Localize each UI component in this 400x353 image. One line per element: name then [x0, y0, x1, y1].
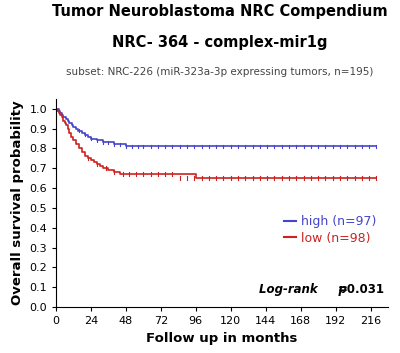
Text: Tumor Neuroblastoma NRC Compendium: Tumor Neuroblastoma NRC Compendium: [52, 4, 388, 18]
Text: Log-rank        p: Log-rank p: [259, 283, 346, 296]
Y-axis label: Overall survival probability: Overall survival probability: [11, 101, 24, 305]
X-axis label: Follow up in months: Follow up in months: [146, 332, 298, 345]
Text: NRC- 364 - complex-mir1g: NRC- 364 - complex-mir1g: [112, 35, 328, 50]
Text: subset: NRC-226 (miR-323a-3p expressing tumors, n=195): subset: NRC-226 (miR-323a-3p expressing …: [66, 67, 374, 77]
Text: =0.031: =0.031: [338, 283, 385, 296]
Legend: high (n=97), low (n=98): high (n=97), low (n=98): [279, 210, 382, 250]
